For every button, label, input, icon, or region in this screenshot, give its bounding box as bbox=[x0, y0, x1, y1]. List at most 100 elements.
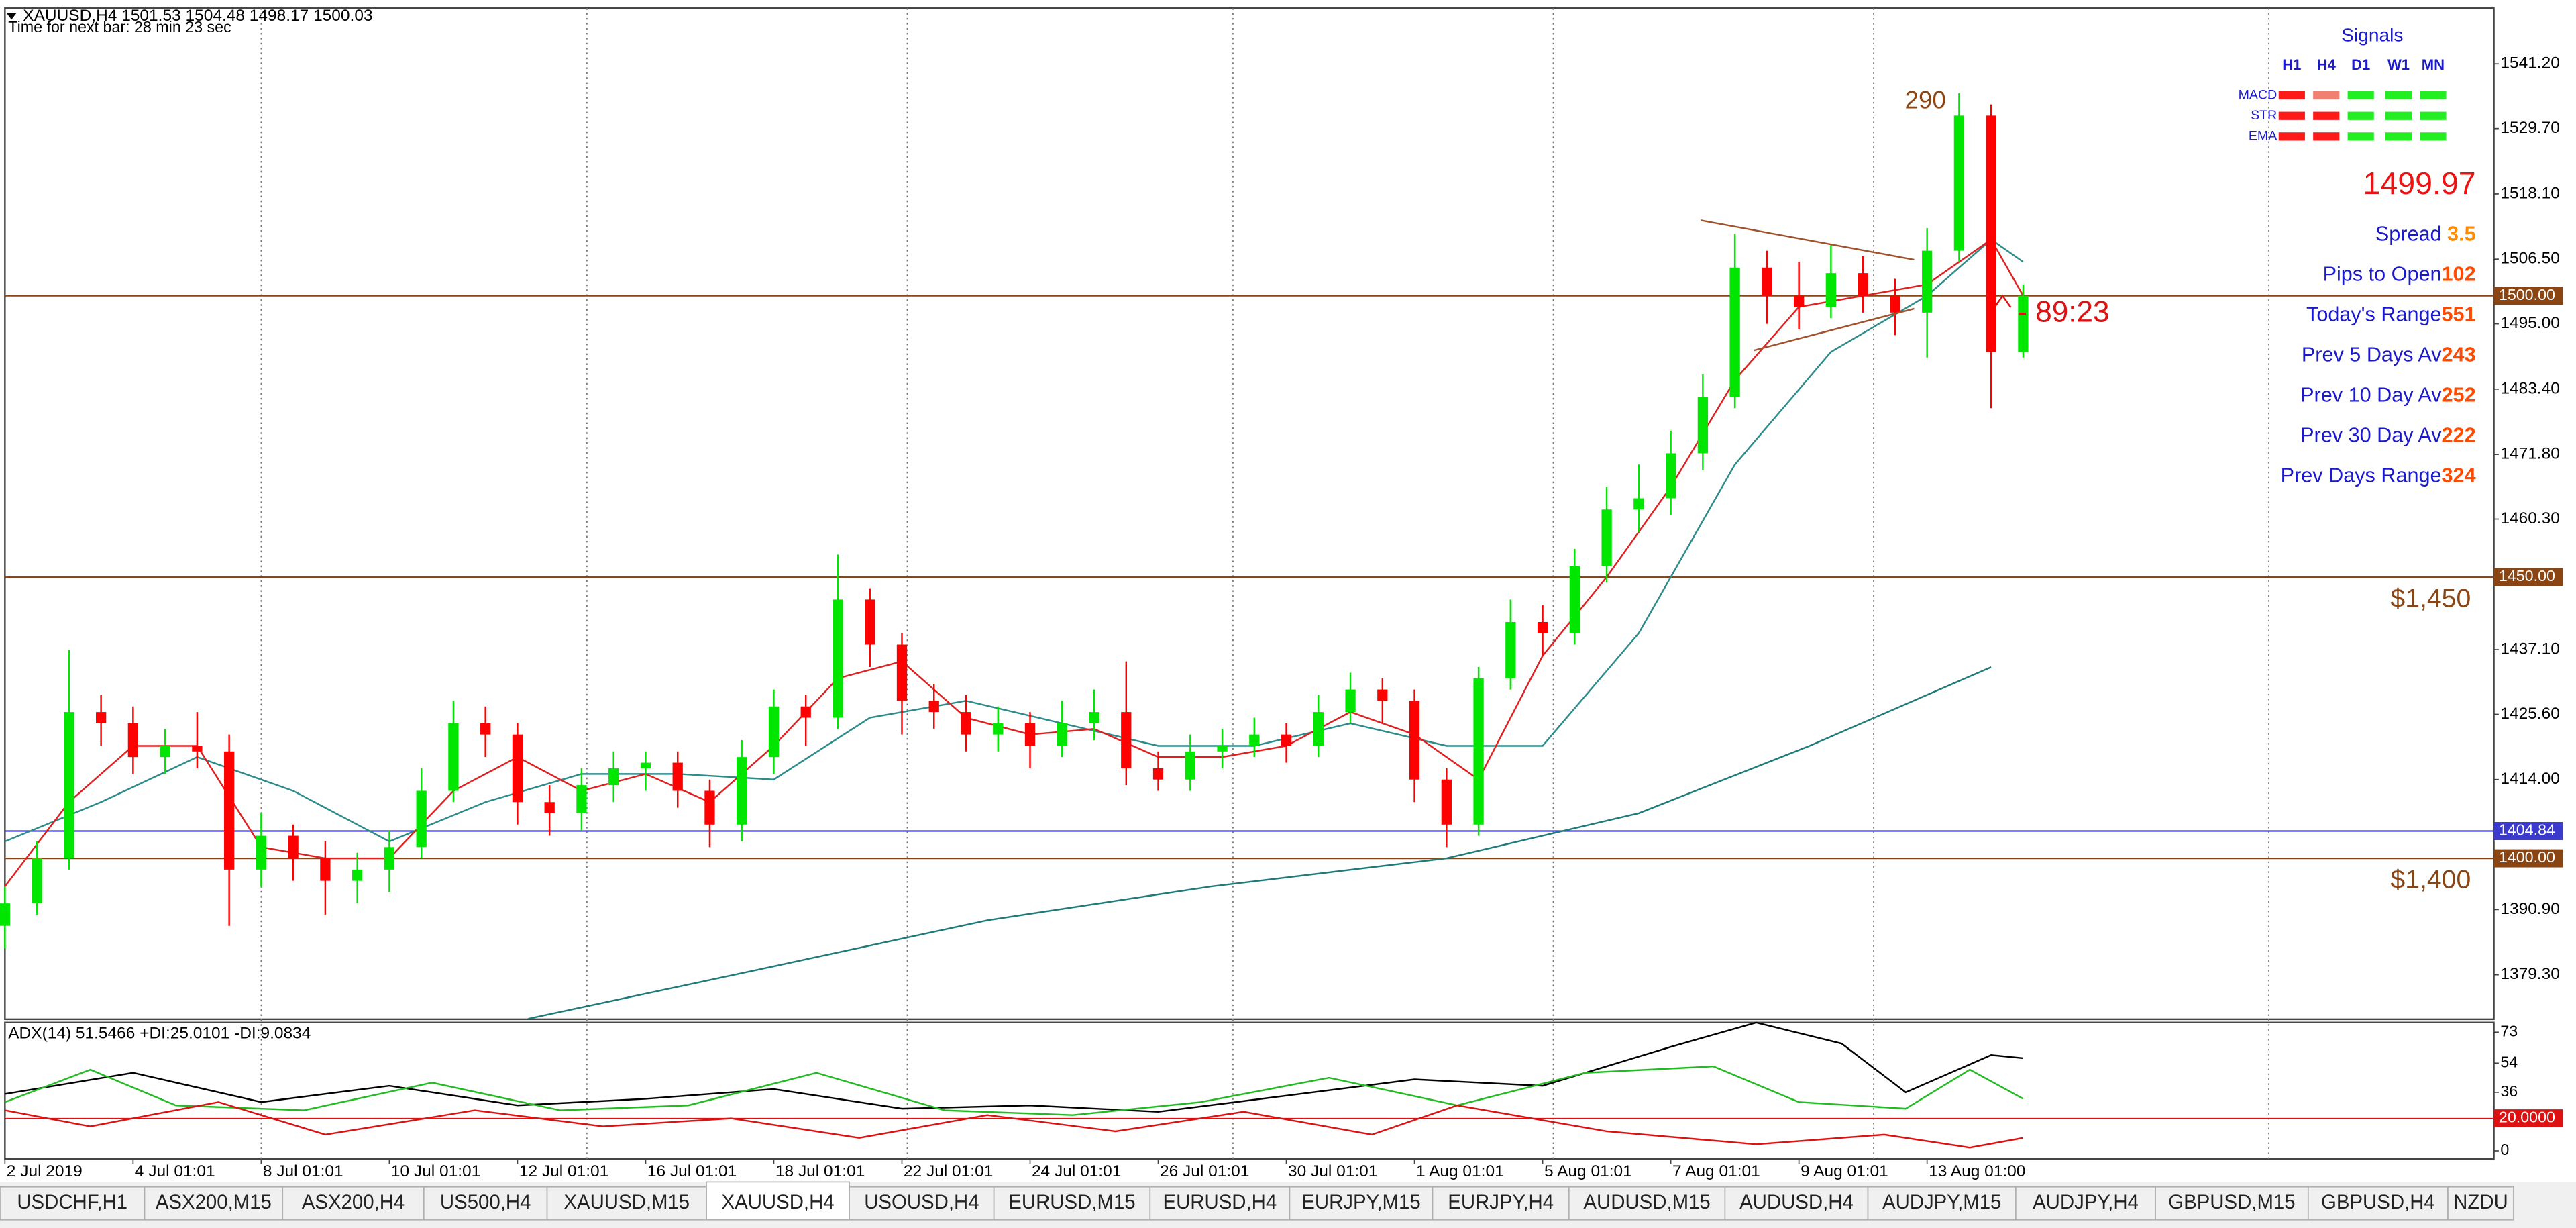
candle-body bbox=[95, 712, 107, 723]
tab[interactable]: ASX200,H4 bbox=[282, 1186, 425, 1221]
y-tick-label: 1425.60 bbox=[2500, 705, 2560, 723]
signal-block bbox=[2278, 91, 2305, 100]
tab-label[interactable]: EURJPY,M15 bbox=[1301, 1191, 1420, 1213]
info-row: Prev 5 Days Av243 bbox=[2302, 343, 2476, 366]
candle-body bbox=[961, 712, 971, 735]
tab[interactable]: XAUUSD,H4 bbox=[706, 1181, 850, 1221]
candle-body bbox=[1697, 397, 1709, 454]
tab[interactable]: AUDUSD,H4 bbox=[1724, 1186, 1869, 1221]
tab-label[interactable]: XAUUSD,H4 bbox=[722, 1191, 835, 1213]
tab-label[interactable]: USOUSD,H4 bbox=[864, 1191, 979, 1213]
info-row: Prev Days Range324 bbox=[2281, 464, 2476, 487]
candle-body bbox=[737, 757, 747, 825]
tab[interactable]: USDCHF,H1 bbox=[0, 1186, 146, 1221]
signal-block bbox=[2347, 132, 2374, 141]
tab-label[interactable]: GBPUSD,H4 bbox=[2321, 1191, 2435, 1213]
tab-label[interactable]: ASX200,H4 bbox=[302, 1191, 405, 1213]
price-panel-frame bbox=[4, 7, 2495, 1021]
tab-face[interactable] bbox=[282, 1186, 425, 1221]
x-tick-label: 9 Aug 01:01 bbox=[1801, 1162, 1888, 1180]
y-tick-label: 1529.70 bbox=[2500, 119, 2560, 137]
tab[interactable]: NZDU bbox=[2447, 1186, 2514, 1221]
candle-body bbox=[704, 790, 715, 825]
tab-label[interactable]: NZDU bbox=[2453, 1191, 2508, 1213]
x-tick-label: 16 Jul 01:01 bbox=[647, 1162, 737, 1180]
tab[interactable]: AUDUSD,M15 bbox=[1568, 1186, 1726, 1221]
tab-face[interactable] bbox=[2447, 1186, 2514, 1221]
tab-face[interactable] bbox=[1289, 1186, 1434, 1221]
tab[interactable]: XAUUSD,M15 bbox=[546, 1186, 707, 1221]
tab[interactable]: EURJPY,H4 bbox=[1432, 1186, 1570, 1221]
info-value: 3.5 bbox=[2447, 222, 2476, 245]
candle-body bbox=[0, 903, 10, 926]
candle-body bbox=[1953, 115, 1965, 251]
tab-label[interactable]: AUDJPY,M15 bbox=[1882, 1191, 2001, 1213]
tab[interactable]: ASX200,M15 bbox=[144, 1186, 284, 1221]
tab[interactable]: EURUSD,H4 bbox=[1149, 1186, 1291, 1221]
candle-body bbox=[223, 751, 235, 870]
y-tick-label: 1414.00 bbox=[2500, 770, 2560, 788]
signal-block bbox=[2278, 132, 2305, 141]
candle-body bbox=[1986, 115, 1996, 352]
tab[interactable]: US500,H4 bbox=[423, 1186, 548, 1221]
tab-label[interactable]: EURUSD,H4 bbox=[1163, 1191, 1277, 1213]
tab[interactable]: USOUSD,H4 bbox=[849, 1186, 995, 1221]
info-label: Spread bbox=[2375, 222, 2447, 245]
info-label: Today's Range bbox=[2306, 303, 2442, 325]
tab-face[interactable] bbox=[423, 1186, 548, 1221]
signal-block bbox=[2278, 111, 2305, 120]
y-tick-label: 1495.00 bbox=[2500, 314, 2560, 332]
tab-face[interactable] bbox=[144, 1186, 284, 1221]
tab-label[interactable]: AUDUSD,H4 bbox=[1739, 1191, 1854, 1213]
tab-face[interactable] bbox=[1568, 1186, 1726, 1221]
tab-label[interactable]: EURJPY,H4 bbox=[1448, 1191, 1554, 1213]
candle-body bbox=[1249, 734, 1260, 746]
candle-body bbox=[672, 762, 683, 791]
tab-face[interactable] bbox=[2015, 1186, 2156, 1221]
tab-label[interactable]: USDCHF,H1 bbox=[17, 1191, 127, 1213]
y-tick-label: 36 bbox=[2500, 1082, 2518, 1100]
candle-body bbox=[1152, 768, 1164, 780]
tab[interactable]: EURJPY,M15 bbox=[1289, 1186, 1434, 1221]
candle-body bbox=[993, 723, 1004, 735]
tab-face[interactable] bbox=[1149, 1186, 1291, 1221]
signal-block bbox=[2420, 132, 2447, 141]
candle-body bbox=[1729, 267, 1740, 397]
candle-body bbox=[288, 835, 299, 859]
tab-face[interactable] bbox=[849, 1186, 995, 1221]
tab[interactable]: AUDJPY,H4 bbox=[2015, 1186, 2156, 1221]
y-tick-label: 1471.80 bbox=[2500, 445, 2560, 463]
candle-body bbox=[448, 723, 459, 791]
candle-body bbox=[1441, 779, 1452, 825]
tab-label[interactable]: EURUSD,M15 bbox=[1008, 1191, 1135, 1213]
candle-body bbox=[127, 723, 139, 758]
tab[interactable]: EURUSD,M15 bbox=[993, 1186, 1151, 1221]
tab-label[interactable]: AUDJPY,H4 bbox=[2033, 1191, 2139, 1213]
price-level-box bbox=[2493, 568, 2563, 586]
tab[interactable]: GBPUSD,H4 bbox=[2307, 1186, 2449, 1221]
tab[interactable]: AUDJPY,M15 bbox=[1867, 1186, 2017, 1221]
candle-body bbox=[1024, 723, 1036, 746]
collapse-arrow bbox=[6, 13, 17, 20]
signal-block bbox=[2420, 111, 2447, 120]
tab-label[interactable]: GBPUSD,M15 bbox=[2168, 1191, 2295, 1213]
tab-label[interactable]: XAUUSD,M15 bbox=[564, 1191, 690, 1213]
signals-title: Signals bbox=[2341, 24, 2403, 45]
tab-label[interactable]: US500,H4 bbox=[440, 1191, 531, 1213]
y-tick-label: 1460.30 bbox=[2500, 509, 2560, 527]
tab-face[interactable] bbox=[1432, 1186, 1570, 1221]
tab-face[interactable] bbox=[2307, 1186, 2449, 1221]
tab-face[interactable] bbox=[706, 1181, 850, 1221]
info-label: Prev 30 Day Av bbox=[2300, 424, 2442, 447]
candle-body bbox=[1121, 712, 1132, 768]
tab-face[interactable] bbox=[546, 1186, 707, 1221]
candle-body bbox=[1089, 712, 1099, 723]
tab-face[interactable] bbox=[1724, 1186, 1869, 1221]
indicator-level-label: 20.0000 bbox=[2499, 1109, 2555, 1126]
x-tick-label: 22 Jul 01:01 bbox=[904, 1162, 993, 1180]
candle-body bbox=[2018, 295, 2029, 352]
tab[interactable]: GBPUSD,M15 bbox=[2155, 1186, 2309, 1221]
tab-label[interactable]: ASX200,M15 bbox=[156, 1191, 272, 1213]
tab-label[interactable]: AUDUSD,M15 bbox=[1583, 1191, 1710, 1213]
